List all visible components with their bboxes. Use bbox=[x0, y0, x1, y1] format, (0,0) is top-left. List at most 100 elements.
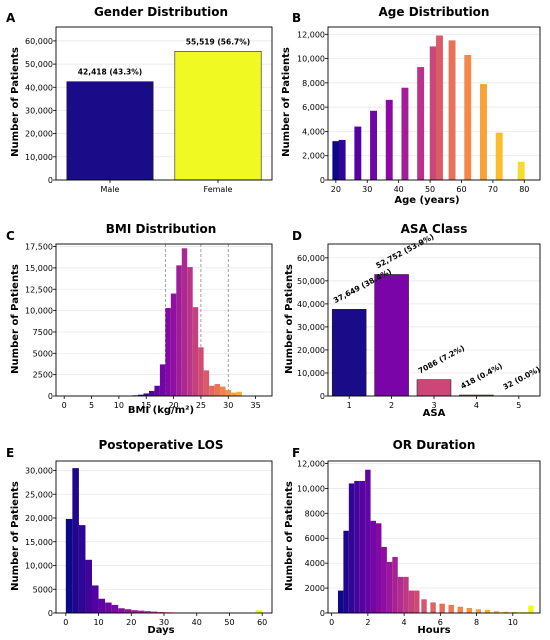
bar bbox=[436, 35, 443, 180]
chart-title: Gender Distribution bbox=[94, 5, 228, 19]
bar bbox=[98, 598, 106, 613]
panel-label-c: C bbox=[6, 229, 15, 243]
y-tick-label: 6,000 bbox=[302, 103, 325, 112]
bar bbox=[138, 394, 144, 396]
y-tick-label: 10,000 bbox=[25, 307, 53, 316]
bar bbox=[343, 530, 349, 613]
bar bbox=[105, 602, 112, 613]
x-tick-label: 20 bbox=[331, 185, 341, 194]
panel-f-or-duration: F OR Duration Number of Patients Hours 0… bbox=[284, 438, 541, 636]
bar bbox=[448, 604, 454, 613]
panel-label-a: A bbox=[6, 11, 16, 25]
y-axis-label: Number of Patients bbox=[284, 481, 295, 591]
bar bbox=[143, 393, 149, 396]
bar bbox=[85, 559, 92, 613]
bar bbox=[466, 608, 473, 613]
y-axis-label: Number of Patients bbox=[10, 47, 21, 157]
x-tick-label: 40 bbox=[394, 185, 404, 194]
bar bbox=[209, 385, 215, 396]
x-tick-label: 20 bbox=[126, 618, 136, 627]
y-tick-label: 0 bbox=[48, 392, 53, 401]
y-tick-label: 12,500 bbox=[25, 285, 53, 294]
x-tick-label: 4 bbox=[402, 618, 407, 627]
x-tick-label: 1 bbox=[347, 401, 352, 410]
x-tick-label: 15 bbox=[141, 401, 151, 410]
y-tick-label: 25,000 bbox=[25, 490, 53, 499]
x-tick-label: 2 bbox=[389, 401, 394, 410]
x-tick-label: 8 bbox=[474, 618, 479, 627]
x-tick-label: 10 bbox=[93, 618, 103, 627]
bar bbox=[421, 599, 427, 613]
y-tick-label: 10,000 bbox=[25, 153, 53, 162]
bar bbox=[416, 379, 452, 397]
plot-frame bbox=[55, 26, 273, 181]
y-tick-label: 2500 bbox=[33, 371, 53, 380]
x-tick-label: 6 bbox=[438, 618, 443, 627]
plot-frame bbox=[327, 26, 541, 181]
bar bbox=[414, 590, 420, 613]
y-tick-label: 30,000 bbox=[25, 106, 53, 115]
x-axis-label: Age (years) bbox=[394, 195, 459, 206]
bar bbox=[448, 40, 456, 180]
bar bbox=[72, 468, 79, 613]
y-axis-label: Number of Patients bbox=[281, 47, 292, 157]
y-tick-label: 0 bbox=[48, 176, 53, 185]
bar bbox=[144, 611, 151, 613]
x-axis-label: Days bbox=[147, 625, 174, 636]
panel-label-e: E bbox=[6, 446, 14, 460]
bar bbox=[66, 81, 154, 181]
bar bbox=[403, 576, 409, 613]
panel-label-d: D bbox=[292, 229, 302, 243]
bar bbox=[78, 525, 86, 613]
bar bbox=[511, 612, 518, 613]
data-label: 32 (0.0%) bbox=[502, 365, 542, 392]
y-tick-label: 0 bbox=[320, 609, 325, 618]
data-label: 7086 (7.2%) bbox=[417, 343, 466, 375]
x-tick-label: 50 bbox=[425, 185, 435, 194]
y-tick-label: 20,000 bbox=[297, 346, 325, 355]
panel-e-postoperative-los: E Postoperative LOS Number of Patients D… bbox=[6, 438, 273, 636]
x-tick-label: 60 bbox=[456, 185, 466, 194]
y-tick-label: 15,000 bbox=[25, 538, 53, 547]
y-tick-label: 5000 bbox=[33, 585, 53, 594]
y-tick-label: 2,000 bbox=[302, 152, 325, 161]
bar bbox=[225, 390, 231, 396]
bar bbox=[408, 590, 415, 613]
y-tick-label: 0 bbox=[320, 392, 325, 401]
bar bbox=[198, 347, 204, 396]
y-tick-label: 2000 bbox=[305, 584, 325, 593]
x-tick-label: 80 bbox=[519, 185, 529, 194]
x-tick-label: 25 bbox=[196, 401, 206, 410]
data-label: 52,752 (53.9%) bbox=[374, 232, 435, 270]
panel-label-b: B bbox=[292, 11, 301, 25]
bar bbox=[236, 391, 242, 396]
chart-title: BMI Distribution bbox=[106, 222, 216, 236]
x-tick-label: 35 bbox=[251, 401, 261, 410]
plot-frame bbox=[55, 243, 273, 397]
bar bbox=[429, 46, 437, 180]
y-tick-label: 10,000 bbox=[297, 55, 325, 64]
bar bbox=[381, 546, 387, 613]
y-tick-label: 10,000 bbox=[297, 484, 325, 493]
x-tick-label: 20 bbox=[168, 401, 178, 410]
plot-frame bbox=[327, 460, 541, 614]
bar bbox=[332, 141, 340, 180]
bar bbox=[65, 518, 73, 613]
y-tick-label: 40,000 bbox=[297, 300, 325, 309]
bar bbox=[192, 307, 199, 396]
x-tick-label: 30 bbox=[223, 401, 233, 410]
panel-label-f: F bbox=[292, 446, 300, 460]
bar bbox=[181, 248, 188, 396]
bar bbox=[187, 267, 193, 396]
y-tick-label: 8,000 bbox=[302, 79, 325, 88]
y-tick-label: 17,500 bbox=[25, 243, 53, 252]
plot-frame bbox=[327, 243, 541, 397]
bar bbox=[517, 161, 525, 180]
bar bbox=[475, 609, 482, 613]
bar bbox=[374, 274, 409, 397]
bar bbox=[159, 364, 166, 396]
y-tick-label: 50,000 bbox=[297, 277, 325, 286]
x-tick-label: 70 bbox=[488, 185, 498, 194]
bar bbox=[165, 308, 171, 396]
